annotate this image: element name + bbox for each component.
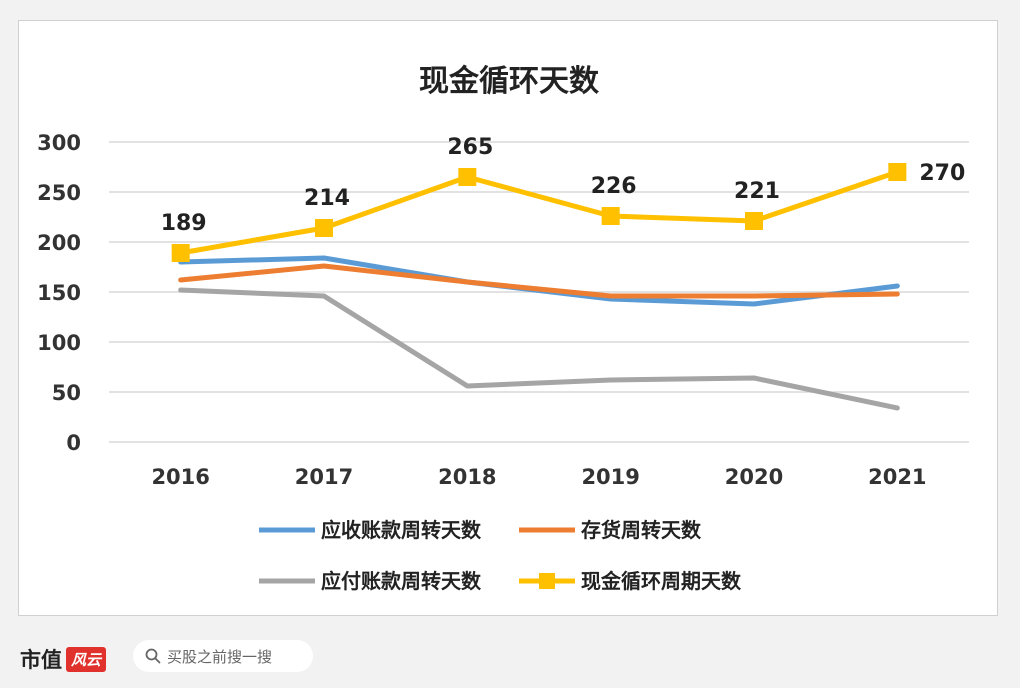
data-label: 221: [734, 179, 780, 204]
data-label: 226: [591, 174, 637, 199]
x-tick-label: 2018: [438, 465, 496, 489]
x-tick-label: 2020: [725, 465, 783, 489]
x-tick-label: 2016: [151, 465, 209, 489]
brand-logo: 市值 风云: [20, 645, 107, 673]
series-line-1: [178, 263, 900, 299]
legend-item-2: 应付账款周转天数: [259, 569, 482, 593]
search-icon: [145, 648, 161, 664]
data-point-marker: [745, 212, 763, 230]
data-point-marker: [458, 168, 477, 186]
data-label-layer: 189 214 265 226 221 270: [161, 135, 966, 236]
legend-item-0: 应收账款周转天数: [259, 518, 482, 542]
footer-bar: 市值 风云 买股之前搜一搜: [0, 630, 1020, 688]
data-label: 270: [919, 161, 965, 186]
data-point-marker: [171, 244, 190, 262]
y-tick-label: 200: [37, 231, 81, 255]
chart-title: 现金循环天数: [419, 64, 600, 99]
y-tick-label: 0: [66, 431, 81, 455]
legend-label: 现金循环周期天数: [581, 569, 742, 593]
series-line-3: [178, 169, 900, 256]
legend-item-3: 现金循环周期天数: [519, 569, 742, 593]
axis-layer: 0 50 100 150 200 250 300 2016 2017 2018 2019 2020 20…: [37, 131, 926, 489]
line-chart: 现金循环天数 0 50 100 150 200 250 300 2016 2017 2018 201…: [37, 64, 969, 593]
y-tick-label: 250: [37, 181, 81, 205]
data-point-marker: [888, 163, 907, 181]
data-point-marker: [601, 207, 620, 225]
data-point-marker: [315, 219, 333, 237]
search-placeholder: 买股之前搜一搜: [167, 647, 273, 666]
legend-label: 应收账款周转天数: [321, 518, 482, 542]
legend-item-1: 存货周转天数: [519, 518, 702, 542]
y-tick-label: 150: [37, 281, 81, 305]
legend-label: 应付账款周转天数: [321, 569, 482, 593]
legend-swatch-marker: [539, 573, 555, 589]
x-tick-label: 2019: [581, 465, 639, 489]
y-tick-label: 300: [37, 131, 81, 155]
brand-badge: 风云: [66, 646, 107, 672]
legend-label: 存货周转天数: [581, 518, 702, 542]
data-label: 265: [447, 135, 493, 160]
search-box[interactable]: 买股之前搜一搜: [133, 640, 313, 672]
series-layer: [171, 163, 907, 411]
chart-card: 现金循环天数 0 50 100 150 200 250 300 2016 2017 2018 201…: [18, 20, 998, 616]
y-tick-label: 50: [52, 381, 81, 405]
brand-name: 市值: [20, 647, 62, 672]
series-line-2: [178, 287, 900, 411]
y-tick-label: 100: [37, 331, 81, 355]
data-label: 189: [161, 211, 207, 236]
data-label: 214: [304, 186, 350, 211]
x-tick-label: 2017: [295, 465, 353, 489]
x-tick-label: 2021: [868, 465, 926, 489]
